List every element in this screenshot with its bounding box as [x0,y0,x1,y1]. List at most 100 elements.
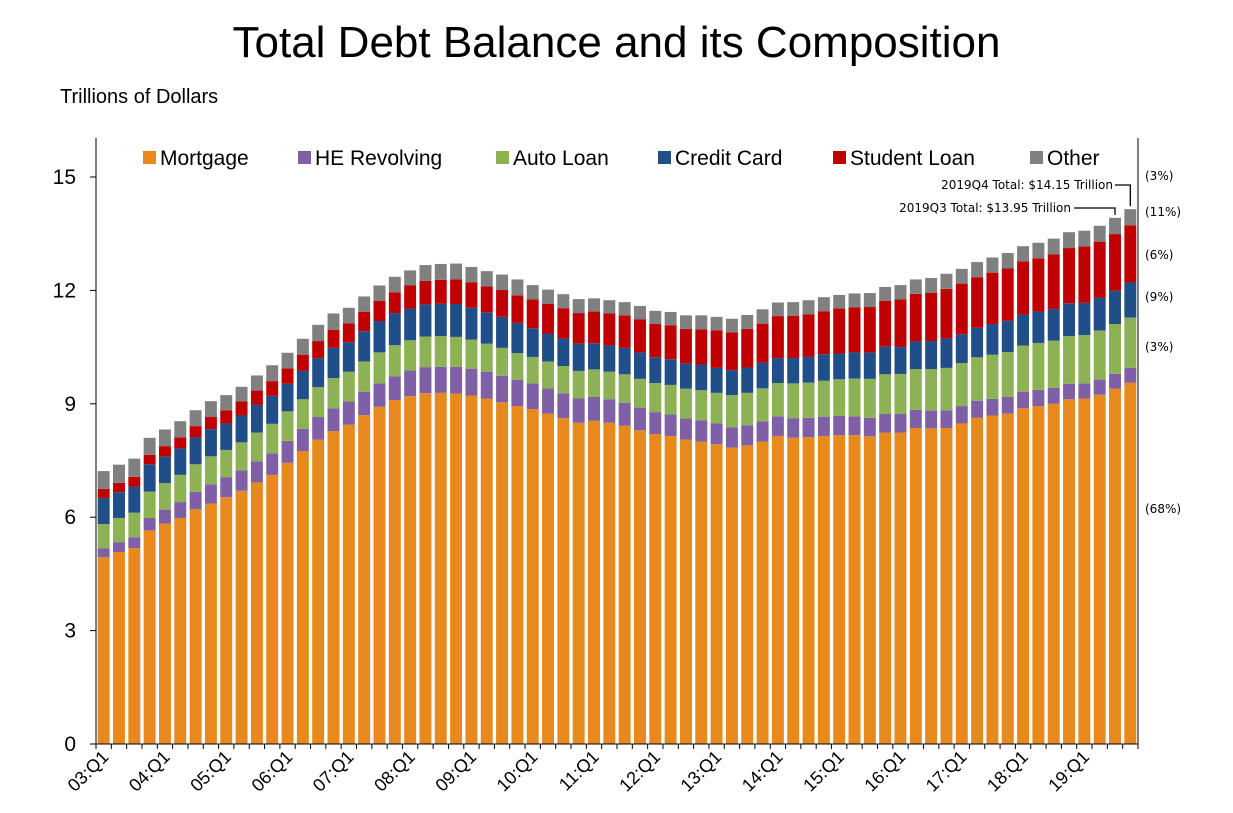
bar-segment-credit-card [1109,290,1121,325]
bar-segment-other [649,310,662,325]
bar-segment-student-loan [863,307,876,353]
bar-segment-other [557,294,570,309]
bar-segment-mortgage [465,395,478,744]
bar-segment-mortgage [971,417,984,744]
bar-segment-auto-loan [1001,352,1014,397]
bar-segment-credit-card [1063,303,1076,337]
bar-segment-credit-card [174,448,187,475]
bar-segment-he-revolving [588,397,600,421]
bar-segment-he-revolving [358,391,371,416]
bar-segment-mortgage [158,523,171,744]
bar-segment-he-revolving [1017,391,1030,409]
bar-segment-credit-card [358,331,371,362]
bar-segment-other [1078,230,1091,247]
bar-segment-auto-loan [465,339,478,369]
bar-segment-he-revolving [679,418,692,440]
bar-segment-mortgage [588,420,600,744]
legend-swatch-auto-loan [496,151,509,164]
bar-segment-student-loan [342,323,355,343]
bar-segment-credit-card [1017,314,1030,346]
bar-segment-he-revolving [618,402,631,426]
bar-segment-credit-card [113,492,125,518]
bar-segment-mortgage [725,447,738,744]
bar-segment-student-loan [312,341,325,359]
bar-segment-credit-card [894,347,907,374]
legend-swatch-credit-card [658,151,671,164]
bar-segment-other [97,471,110,489]
bar-segment-mortgage [143,530,156,744]
bar-segment-student-loan [695,329,708,365]
bar-segment-auto-loan [235,442,248,471]
bar-segment-mortgage [526,409,539,744]
bar-segment-auto-loan [327,378,340,409]
bar-segment-he-revolving [143,517,156,531]
bar-segment-mortgage [97,557,110,744]
bar-segment-other [450,263,463,280]
bar-segment-credit-card [1093,297,1106,331]
bar-segment-mortgage [480,398,493,744]
bar-segment-auto-loan [97,524,110,549]
bar-segment-auto-loan [679,388,692,419]
legend-label: Auto Loan [513,147,609,170]
bar-segment-credit-card [189,437,202,465]
bar-segment-other [296,338,309,355]
share-label-he-revolving: (3%) [1145,340,1173,354]
bar-segment-auto-loan [434,336,447,367]
bar-segment-credit-card [281,383,294,412]
bar-segment-mortgage [1001,413,1014,744]
bar-segment-mortgage [450,393,463,744]
bar-segment-credit-card [312,358,325,388]
bar-segment-student-loan [1047,254,1060,309]
bar-segment-auto-loan [557,366,570,394]
bar-segment-he-revolving [802,417,815,438]
bar-segment-student-loan [833,308,846,354]
share-label-other: (3%) [1145,169,1173,183]
bar-segment-other [189,410,202,427]
bar-segment-auto-loan [741,392,754,426]
bar-segment-auto-loan [649,383,662,413]
bar-segment-mortgage [1017,408,1030,744]
bar-segment-student-loan [971,277,984,328]
bar-segment-credit-card [802,356,815,383]
bar-segment-auto-loan [986,354,999,399]
bar-segment-student-loan [97,488,110,498]
bar-segment-mortgage [128,548,141,744]
bar-segment-he-revolving [1001,397,1014,414]
bar-segment-other [710,316,723,331]
bar-segment-credit-card [419,304,432,337]
bar-segment-student-loan [802,314,815,357]
bar-segment-auto-loan [511,353,524,380]
bar-segment-auto-loan [909,369,922,410]
bar-segment-mortgage [679,439,692,744]
annotation-leader-q4 [1115,184,1131,207]
bar-segment-auto-loan [113,517,125,543]
bar-segment-mortgage [235,490,248,744]
bar-segment-credit-card [925,341,938,370]
bar-segment-student-loan [496,290,509,317]
bar-segment-credit-card [572,343,585,371]
bar-segment-he-revolving [542,388,555,414]
bar-segment-other [909,279,922,294]
bar-segment-he-revolving [771,416,784,436]
bar-segment-he-revolving [113,542,125,552]
bar-segment-he-revolving [97,548,110,558]
bar-segment-other [787,302,800,316]
bar-segment-mortgage [909,427,922,744]
bar-segment-mortgage [204,503,217,744]
bar-segment-auto-loan [404,340,417,371]
bar-segment-he-revolving [1047,387,1060,404]
legend-label: Other [1047,147,1100,170]
bar-segment-mortgage [879,432,892,744]
y-tick-label: 3 [64,620,76,643]
bar-segment-auto-loan [542,361,555,389]
bar-segment-credit-card [434,303,447,337]
bar-segment-other [618,302,631,316]
bar-segment-he-revolving [833,415,846,436]
bar-segment-mortgage [986,415,999,744]
bar-segment-he-revolving [480,371,493,399]
share-label-credit-card: (6%) [1145,248,1173,262]
bar-segment-auto-loan [174,474,187,503]
bar-segment-credit-card [158,456,171,484]
bar-segment-other [1001,252,1014,269]
bar-segment-credit-card [143,464,156,492]
